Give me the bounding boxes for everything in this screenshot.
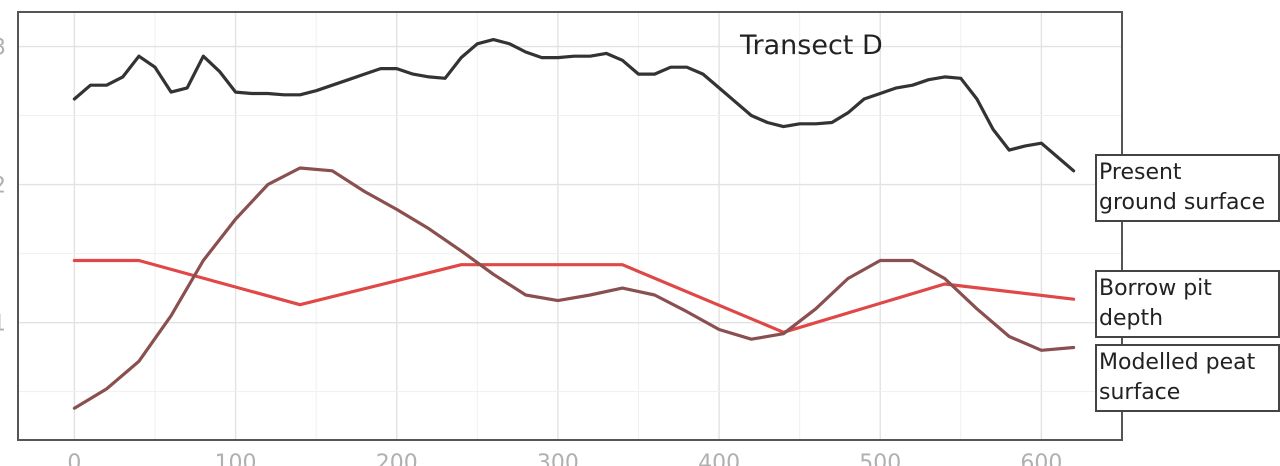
- y-tick-label: 2: [0, 174, 6, 199]
- x-tick-label: 0: [67, 451, 81, 466]
- x-tick-label: 200: [376, 451, 418, 466]
- plot-panel-border: [17, 11, 1123, 441]
- y-tick-label: 1: [0, 312, 6, 337]
- series-line-modelled-peat-surface: [72, 166, 1076, 410]
- series-line-present-ground-surface: [72, 38, 1076, 173]
- series-line-borrow-pit-depth: [72, 258, 1076, 334]
- series-layer: [72, 38, 1076, 410]
- legend-present-ground-surface: Present ground surface: [1095, 154, 1280, 222]
- grid: [18, 12, 1123, 440]
- y-tick-labels: 1 2 3: [0, 36, 6, 337]
- x-tick-label: 600: [1020, 451, 1062, 466]
- legend-modelled-peat-surface: Modelled peat surface: [1095, 344, 1280, 412]
- x-tick-label: 500: [859, 451, 901, 466]
- x-tick-label: 100: [215, 451, 257, 466]
- chart-title: Transect D: [739, 30, 883, 61]
- x-tick-labels: 0 100 200 300 400 500 600: [67, 451, 1062, 466]
- legend-borrow-pit-depth: Borrow pit depth: [1095, 270, 1280, 338]
- x-tick-label: 400: [698, 451, 740, 466]
- y-tick-label: 3: [0, 36, 6, 61]
- x-tick-label: 300: [537, 451, 579, 466]
